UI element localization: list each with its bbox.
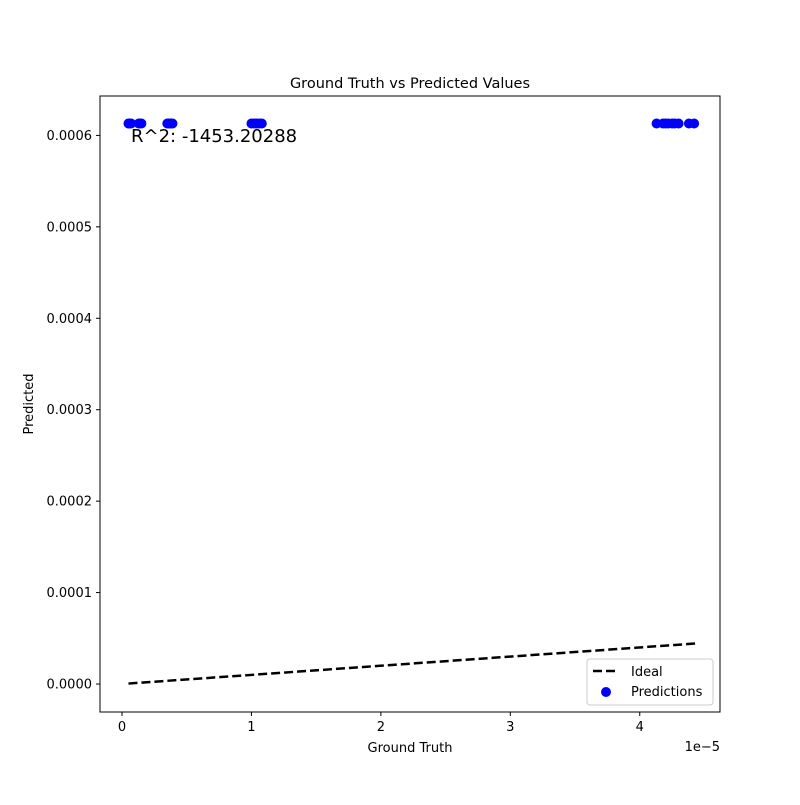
prediction-point xyxy=(167,118,178,129)
x-tick-label: 0 xyxy=(118,720,126,735)
prediction-point xyxy=(673,118,684,129)
x-tick-label: 3 xyxy=(506,720,514,735)
y-axis-label: Predicted xyxy=(22,373,37,434)
x-axis-ticks: 0 1 2 3 4 xyxy=(118,712,644,735)
y-tick-label: 0.0003 xyxy=(47,403,93,418)
legend-predictions-label: Predictions xyxy=(631,685,703,700)
x-axis-label: Ground Truth xyxy=(368,741,453,756)
plot-area-frame xyxy=(99,95,721,713)
y-tick-label: 0.0004 xyxy=(47,312,93,327)
chart-title: Ground Truth vs Predicted Values xyxy=(290,76,530,92)
y-tick-label: 0.0005 xyxy=(47,220,93,235)
x-axis-offset-label: 1e−5 xyxy=(685,740,720,755)
legend-frame xyxy=(586,658,714,706)
x-tick-label: 1 xyxy=(247,720,255,735)
x-tick-label: 2 xyxy=(377,720,385,735)
y-tick-label: 0.0006 xyxy=(47,129,93,144)
legend-predictions-swatch xyxy=(601,687,611,697)
r2-annotation: R^2: -1453.20288 xyxy=(131,126,297,147)
prediction-point xyxy=(136,118,147,129)
y-tick-label: 0.0001 xyxy=(47,586,93,601)
x-tick-label: 4 xyxy=(636,720,644,735)
y-tick-label: 0.0002 xyxy=(47,495,93,510)
prediction-point xyxy=(256,118,267,129)
y-tick-label: 0.0000 xyxy=(47,678,93,693)
series-layer xyxy=(123,118,700,685)
prediction-point xyxy=(689,118,700,129)
legend: Ideal Predictions xyxy=(586,658,714,706)
legend-ideal-label: Ideal xyxy=(631,665,663,680)
prediction-point xyxy=(126,118,137,129)
y-axis-ticks: 0.0000 0.0001 0.0002 0.0003 0.0004 0.0005 0.00… xyxy=(47,129,100,693)
ideal-line xyxy=(128,642,696,685)
